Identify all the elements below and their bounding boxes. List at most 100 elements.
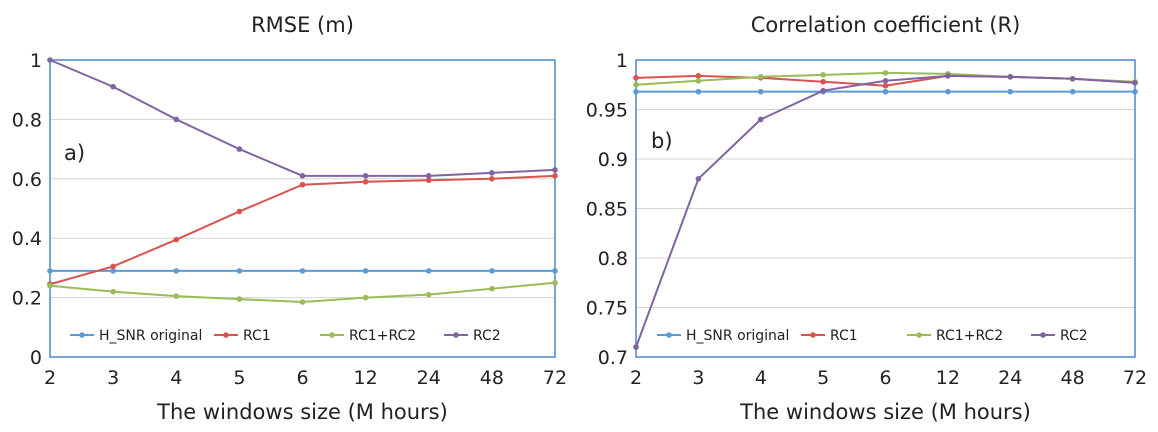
data-point (757, 74, 764, 80)
data-point (945, 88, 951, 95)
data-point (362, 268, 369, 274)
y-tick-label: 0.2 (12, 288, 42, 310)
data-point (882, 70, 889, 76)
data-point (552, 279, 558, 286)
data-point (757, 116, 764, 123)
legend-label: H_SNR original (99, 328, 202, 344)
x-tick-label: 5 (233, 367, 245, 389)
data-point (820, 87, 826, 94)
legend-swatch-marker (916, 332, 922, 338)
x-tick-label: 2 (630, 367, 642, 389)
data-point (173, 293, 180, 299)
legend-label: RC1 (830, 328, 858, 344)
x-tick-label: 72 (543, 367, 567, 389)
data-point (236, 146, 243, 152)
data-point (299, 173, 306, 179)
y-tick-label: 0.85 (586, 199, 628, 221)
data-point (47, 282, 53, 289)
data-point (695, 88, 702, 95)
y-tick-label: 0.9 (598, 149, 628, 171)
data-point (299, 299, 306, 305)
data-point (173, 236, 180, 243)
x-tick-label: 6 (879, 367, 891, 389)
plot-area-border (49, 59, 556, 358)
legend-swatch-marker (666, 332, 672, 338)
data-point (552, 268, 558, 274)
x-tick-label: 12 (936, 367, 960, 389)
y-tick-label: 0.4 (12, 228, 42, 250)
legend-label: RC2 (1060, 328, 1088, 344)
data-point (425, 177, 432, 184)
data-point (489, 170, 495, 176)
data-point (820, 72, 826, 78)
legend-label: RC1+RC2 (349, 328, 416, 344)
data-point (882, 77, 889, 84)
correlation-chart-panel: Correlation coefficient (R) 0.7 0.75 0.8 0.8… (579, 0, 1158, 428)
plot-area-border (635, 59, 1136, 358)
x-tick-label: 48 (1061, 367, 1085, 389)
legend-swatch-marker (79, 332, 85, 338)
y-tick-label: 0.8 (12, 109, 42, 131)
y-tick-label: 1 (30, 50, 42, 72)
data-point (1069, 88, 1076, 95)
y-tick-label: 0.6 (12, 169, 42, 191)
x-tick-label: 24 (998, 367, 1022, 389)
panel-label: b) (651, 129, 673, 153)
x-axis-label: The windows size (M hours) (739, 400, 1031, 424)
data-point (882, 82, 889, 89)
y-tick-label: 0.7 (598, 347, 628, 369)
data-point (1132, 79, 1138, 86)
data-point (695, 73, 702, 79)
legend-label: H_SNR original (686, 328, 789, 344)
x-tick-label: 48 (480, 367, 504, 389)
data-point (236, 208, 243, 215)
data-point (633, 88, 639, 95)
data-point (236, 268, 243, 274)
data-point (236, 296, 243, 302)
data-point (110, 268, 116, 274)
data-point (173, 268, 180, 274)
data-point (633, 344, 639, 350)
data-point (633, 81, 639, 88)
data-point (1132, 88, 1138, 95)
legend-swatch-marker (329, 332, 335, 338)
legend-swatch-marker (810, 332, 816, 338)
data-point (47, 268, 53, 274)
chart-title: Correlation coefficient (R) (751, 13, 1021, 37)
y-tick-label: 0.95 (586, 100, 628, 122)
x-tick-label: 2 (44, 367, 56, 389)
data-point (552, 173, 558, 179)
correlation-chart: Correlation coefficient (R) 0.7 0.75 0.8 0.8… (586, 13, 1147, 424)
x-tick-label: 24 (417, 367, 441, 389)
series-line (49, 59, 556, 177)
data-point (695, 176, 702, 182)
y-tick-label: 0 (30, 347, 42, 369)
data-point (362, 294, 369, 301)
legend-swatch-marker (223, 332, 229, 338)
x-tick-label: 5 (817, 367, 829, 389)
x-tick-label: 3 (692, 367, 704, 389)
x-tick-label: 12 (354, 367, 378, 389)
x-tick-label: 72 (1123, 367, 1147, 389)
series-line (49, 281, 556, 304)
x-tick-label: 3 (107, 367, 119, 389)
data-point (489, 176, 495, 182)
data-point (110, 263, 116, 270)
data-point (362, 173, 369, 179)
x-tick-label: 6 (296, 367, 308, 389)
data-point (757, 88, 764, 95)
series-line (49, 174, 556, 286)
legend-label: RC2 (473, 328, 501, 344)
legend-label: RC1 (243, 328, 271, 344)
data-point (110, 288, 116, 295)
data-point (47, 57, 53, 63)
y-tick-label: 1 (616, 50, 628, 72)
chart-title: RMSE (m) (251, 13, 354, 37)
x-tick-label: 4 (170, 367, 182, 389)
x-axis-label: The windows size (M hours) (156, 400, 448, 424)
data-point (425, 268, 432, 274)
data-point (882, 88, 889, 95)
data-point (552, 167, 558, 173)
y-tick-label: 0.75 (586, 298, 628, 320)
data-point (425, 173, 432, 179)
